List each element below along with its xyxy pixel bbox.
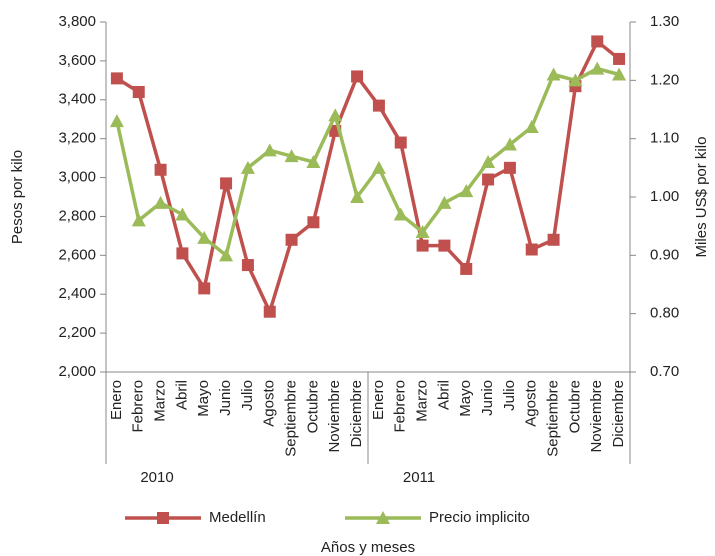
point [198, 282, 211, 295]
y2-tick-label: 0.70 [650, 363, 679, 380]
x-tick-label: Agosto [523, 380, 540, 427]
x-tick-label: Mayo [457, 380, 474, 417]
point [350, 190, 365, 203]
point [241, 259, 254, 272]
point [415, 225, 430, 238]
y2-tick-label: 1.10 [650, 130, 679, 147]
y-tick-label: 2,600 [58, 246, 96, 263]
point [546, 67, 561, 81]
point [524, 120, 539, 133]
x-tick-label: Abril [173, 380, 190, 410]
point [328, 108, 343, 122]
x-tick-label: Mayo [195, 380, 212, 417]
point [590, 61, 605, 75]
point [154, 163, 167, 176]
legend-label: Medellín [209, 509, 266, 526]
point [284, 149, 299, 163]
x-tick-label: Agosto [261, 380, 278, 427]
y2-tick-label: 0.80 [650, 305, 679, 322]
point [547, 233, 560, 246]
point [351, 70, 364, 83]
point [175, 207, 190, 221]
point [525, 243, 538, 256]
x-tick-label: Abril [435, 380, 452, 410]
y-tick-label: 2,800 [58, 207, 96, 224]
point [591, 35, 604, 48]
x-tick-label: Diciembre [610, 380, 627, 448]
x-tick-label: Enero [370, 380, 387, 420]
point [240, 160, 255, 174]
point [153, 195, 168, 209]
x-tick-label: Julio [501, 380, 518, 411]
point [459, 184, 474, 198]
point [568, 73, 583, 87]
y-tick-label: 3,400 [58, 91, 96, 108]
point [307, 216, 320, 229]
group-label: 2010 [140, 469, 173, 486]
y2-tick-label: 1.20 [650, 71, 679, 88]
point [481, 155, 496, 168]
point [460, 262, 473, 275]
x-tick-label: Febrero [130, 380, 147, 433]
legend-label: Precio implicito [429, 509, 530, 526]
point [438, 239, 451, 252]
x-tick-label: Junio [479, 380, 496, 416]
point [371, 160, 386, 174]
y-tick-label: 2,000 [58, 363, 96, 380]
x-tick-label: Junio [217, 380, 234, 416]
x-tick-label: Julio [239, 380, 256, 411]
x-tick-label: Febrero [392, 380, 409, 433]
point [262, 143, 277, 157]
point [219, 248, 234, 262]
x-tick-label: Diciembre [348, 380, 365, 448]
point [502, 137, 517, 151]
legend-marker [157, 512, 169, 524]
point [503, 161, 516, 174]
group-label: 2011 [403, 469, 435, 486]
point [132, 86, 145, 98]
point [220, 177, 233, 190]
y-tick-label: 3,600 [58, 52, 96, 69]
y-axis-title: Pesos por kilo [9, 150, 26, 244]
y-tick-label: 2,200 [58, 324, 96, 341]
y-tick-label: 3,800 [58, 13, 96, 30]
y2-axis-title: Miles US$ por kilo [693, 137, 710, 258]
y2-tick-label: 1.00 [650, 188, 679, 205]
point [613, 52, 626, 65]
x-tick-label: Octubre [566, 380, 583, 433]
x-tick-label: Noviembre [588, 380, 605, 453]
point [393, 207, 408, 221]
y-tick-label: 2,400 [58, 285, 96, 302]
y-tick-label: 3,200 [58, 130, 96, 147]
y-tick-label: 3,000 [58, 169, 96, 186]
point [197, 230, 212, 244]
y2-tick-label: 1.30 [650, 13, 679, 30]
x-tick-label: Octubre [304, 380, 321, 433]
y2-tick-label: 0.90 [650, 246, 679, 263]
series-line [115, 66, 620, 259]
point [394, 136, 407, 149]
point [109, 114, 124, 128]
x-axis-title: Años y meses [321, 539, 415, 556]
point [285, 233, 298, 246]
x-tick-label: Marzo [152, 380, 169, 422]
point [176, 247, 189, 260]
x-tick-label: Septiembre [283, 380, 300, 457]
point [416, 239, 429, 252]
series-line [115, 38, 621, 317]
point [306, 155, 321, 168]
point [110, 72, 123, 85]
point [437, 195, 452, 209]
x-tick-label: Enero [108, 380, 125, 420]
x-tick-label: Septiembre [545, 380, 562, 457]
point [372, 99, 385, 112]
point [482, 173, 495, 186]
x-tick-label: Noviembre [326, 380, 343, 453]
legend-marker [376, 511, 390, 524]
point [612, 67, 627, 81]
point [263, 305, 276, 318]
point [131, 213, 146, 227]
x-tick-label: Marzo [414, 380, 431, 422]
